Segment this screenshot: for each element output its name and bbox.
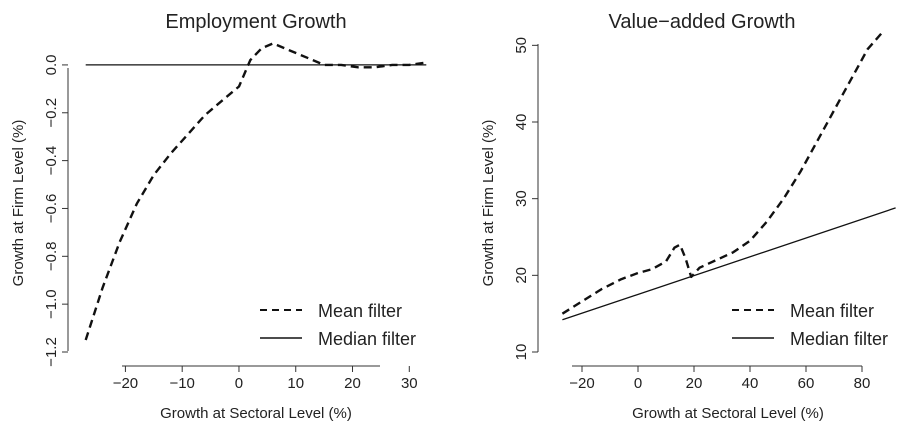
y-tick-label: −0.2 <box>43 98 60 128</box>
legend: Mean filter Median filter <box>260 301 416 349</box>
legend-label-mean-filter: Mean filter <box>790 301 874 321</box>
legend-label-median-filter: Median filter <box>790 329 888 349</box>
y-tick-label: −1.2 <box>43 337 60 367</box>
y-tick-label: 0.0 <box>43 54 60 75</box>
x-tick-label: 40 <box>742 375 759 392</box>
x-tick-label: 60 <box>798 375 815 392</box>
x-tick-label: 20 <box>344 375 361 392</box>
chart-title: Value−added Growth <box>609 11 796 33</box>
x-axis-label: Growth at Sectoral Level (%) <box>160 405 352 422</box>
value-added-growth-panel: Value−added Growth Growth at Sectoral Le… <box>480 11 896 422</box>
y-tick-label: −0.4 <box>43 146 60 176</box>
y-ticks: 10 20 30 40 50 <box>513 37 538 360</box>
y-tick-label: 50 <box>513 37 530 54</box>
y-tick-label: 40 <box>513 114 530 131</box>
x-ticks: −20 −10 0 10 20 30 <box>113 366 418 392</box>
y-tick-label: −0.8 <box>43 241 60 271</box>
y-ticks: −1.2 −1.0 −0.8 −0.6 −0.4 −0.2 0.0 <box>43 54 68 367</box>
x-tick-label: 20 <box>686 375 703 392</box>
y-tick-label: −1.0 <box>43 289 60 319</box>
y-axis-label: Growth at Firm Level (%) <box>10 120 27 287</box>
series-line-median-filter <box>562 207 896 321</box>
x-tick-label: −20 <box>569 375 594 392</box>
x-tick-label: −10 <box>169 375 194 392</box>
series-line-mean-filter <box>561 29 886 315</box>
x-tick-label: 0 <box>634 375 642 392</box>
x-tick-label: 10 <box>287 375 304 392</box>
y-tick-label: 10 <box>513 344 530 361</box>
chart-title: Employment Growth <box>165 11 346 33</box>
x-tick-label: 0 <box>235 375 243 392</box>
legend-label-mean-filter: Mean filter <box>318 301 402 321</box>
x-axis-label: Growth at Sectoral Level (%) <box>632 405 824 422</box>
y-tick-label: 30 <box>513 190 530 207</box>
series-line-mean-filter <box>84 42 427 341</box>
x-ticks: −20 0 20 40 60 80 <box>569 366 870 392</box>
series-group <box>84 42 427 341</box>
x-tick-label: 30 <box>401 375 418 392</box>
employment-growth-panel: Employment Growth Growth at Sectoral Lev… <box>10 11 427 422</box>
x-tick-label: 80 <box>854 375 871 392</box>
y-tick-label: −0.6 <box>43 194 60 224</box>
x-tick-label: −20 <box>113 375 138 392</box>
series-group <box>561 29 896 321</box>
y-axis-label: Growth at Firm Level (%) <box>480 120 497 287</box>
y-tick-label: 20 <box>513 267 530 284</box>
legend-label-median-filter: Median filter <box>318 329 416 349</box>
legend: Mean filter Median filter <box>732 301 888 349</box>
